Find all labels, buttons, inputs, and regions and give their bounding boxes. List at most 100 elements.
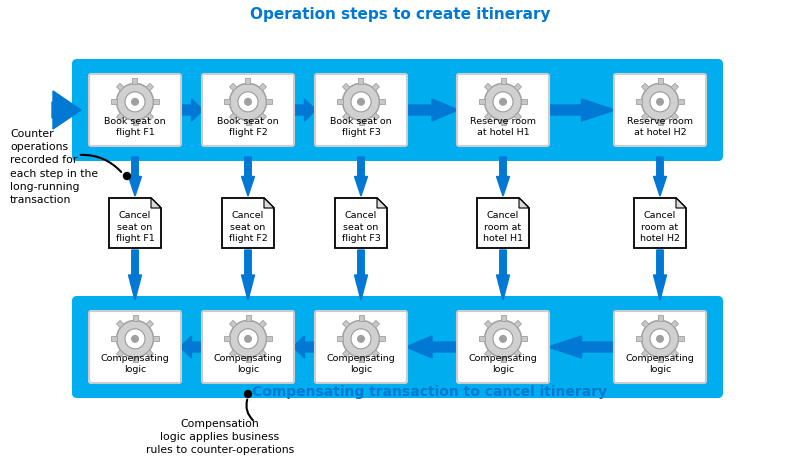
Bar xyxy=(479,100,485,104)
Polygon shape xyxy=(293,99,316,121)
Circle shape xyxy=(238,329,258,349)
Polygon shape xyxy=(180,99,203,121)
Bar xyxy=(342,350,350,357)
Circle shape xyxy=(351,329,371,349)
FancyArrowPatch shape xyxy=(246,399,253,420)
FancyBboxPatch shape xyxy=(72,59,723,161)
Text: Compensating
logic: Compensating logic xyxy=(326,354,395,374)
Circle shape xyxy=(238,92,258,112)
Bar xyxy=(117,113,124,120)
Circle shape xyxy=(650,92,670,112)
Circle shape xyxy=(132,99,138,105)
FancyBboxPatch shape xyxy=(89,311,181,383)
Polygon shape xyxy=(242,157,254,196)
Text: Book seat on
flight F1: Book seat on flight F1 xyxy=(104,117,166,137)
Bar xyxy=(342,113,350,120)
Circle shape xyxy=(342,320,379,357)
Bar xyxy=(133,315,138,321)
Circle shape xyxy=(358,99,364,105)
Text: Compensating
logic: Compensating logic xyxy=(101,354,170,374)
Polygon shape xyxy=(654,250,666,300)
Polygon shape xyxy=(129,157,142,196)
Circle shape xyxy=(125,329,145,349)
Circle shape xyxy=(132,336,138,342)
Bar xyxy=(259,113,266,120)
Bar xyxy=(224,336,230,341)
FancyBboxPatch shape xyxy=(614,74,706,146)
Text: Cancel
seat on
flight F2: Cancel seat on flight F2 xyxy=(229,212,267,243)
Bar xyxy=(342,320,350,328)
Circle shape xyxy=(493,329,513,349)
Polygon shape xyxy=(548,336,615,358)
Polygon shape xyxy=(634,198,686,248)
Circle shape xyxy=(342,84,379,120)
Bar xyxy=(678,336,684,341)
Text: Book seat on
flight F3: Book seat on flight F3 xyxy=(330,117,392,137)
Polygon shape xyxy=(477,198,529,248)
Polygon shape xyxy=(654,157,666,196)
Polygon shape xyxy=(497,250,510,300)
Bar xyxy=(266,336,272,341)
Polygon shape xyxy=(548,99,615,121)
Bar xyxy=(514,320,522,328)
FancyBboxPatch shape xyxy=(614,311,706,383)
Bar xyxy=(246,120,250,126)
Bar xyxy=(636,336,642,341)
Text: Cancel
room at
hotel H2: Cancel room at hotel H2 xyxy=(640,212,680,243)
Circle shape xyxy=(485,320,522,357)
Circle shape xyxy=(650,329,670,349)
Bar xyxy=(246,78,250,84)
Bar xyxy=(372,83,379,91)
Circle shape xyxy=(245,391,251,398)
Bar xyxy=(514,350,522,357)
Bar xyxy=(146,113,154,120)
Polygon shape xyxy=(129,250,142,300)
Bar xyxy=(642,320,649,328)
Bar xyxy=(658,357,662,362)
Circle shape xyxy=(358,336,364,342)
Text: Reserve room
at hotel H1: Reserve room at hotel H1 xyxy=(470,117,536,137)
Circle shape xyxy=(230,320,266,357)
FancyBboxPatch shape xyxy=(202,74,294,146)
Bar xyxy=(246,357,250,362)
Bar xyxy=(379,336,385,341)
Bar xyxy=(501,315,506,321)
Text: Operation steps to create itinerary: Operation steps to create itinerary xyxy=(250,7,550,22)
Bar xyxy=(133,357,138,362)
Bar xyxy=(111,336,117,341)
Bar xyxy=(338,100,343,104)
Bar xyxy=(514,113,522,120)
Polygon shape xyxy=(222,198,274,248)
Bar xyxy=(133,120,138,126)
Bar xyxy=(501,78,506,84)
Bar xyxy=(224,100,230,104)
Bar xyxy=(117,350,124,357)
Bar xyxy=(658,78,662,84)
Bar xyxy=(485,320,492,328)
Bar xyxy=(358,315,363,321)
Polygon shape xyxy=(354,157,367,196)
Bar xyxy=(358,357,363,362)
FancyBboxPatch shape xyxy=(72,296,723,398)
Polygon shape xyxy=(497,157,510,196)
Bar xyxy=(111,100,117,104)
FancyBboxPatch shape xyxy=(457,311,549,383)
Bar xyxy=(485,113,492,120)
Circle shape xyxy=(500,336,506,342)
Text: Compensation
logic applies business
rules to counter-operations: Compensation logic applies business rule… xyxy=(146,419,294,455)
Bar xyxy=(678,100,684,104)
Bar xyxy=(259,83,266,91)
Polygon shape xyxy=(109,198,161,248)
Polygon shape xyxy=(151,198,161,208)
Bar xyxy=(514,83,522,91)
Bar xyxy=(485,83,492,91)
Text: Reserve room
at hotel H2: Reserve room at hotel H2 xyxy=(627,117,693,137)
Bar xyxy=(671,113,678,120)
Polygon shape xyxy=(406,99,458,121)
Bar xyxy=(246,315,250,321)
FancyBboxPatch shape xyxy=(202,311,294,383)
Polygon shape xyxy=(52,91,81,129)
Bar xyxy=(379,100,385,104)
Bar xyxy=(146,350,154,357)
Bar xyxy=(338,336,343,341)
